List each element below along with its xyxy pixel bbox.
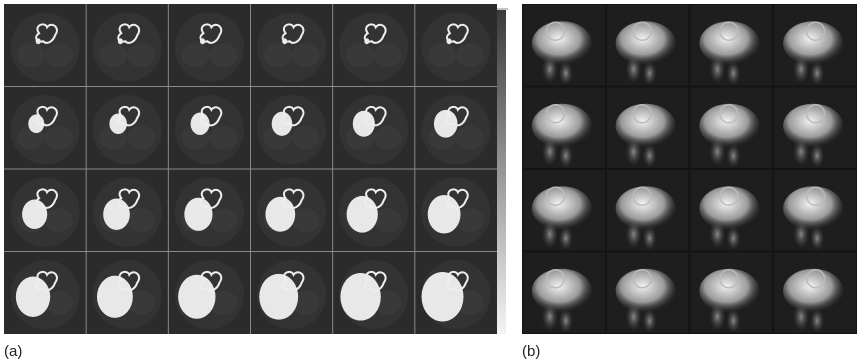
body-organ	[209, 43, 237, 67]
render-liver	[532, 269, 592, 313]
panel-label: (a)	[4, 343, 22, 360]
body-organ	[45, 43, 73, 67]
body-organ	[346, 43, 374, 67]
body-organ	[292, 208, 320, 232]
render-liver	[699, 269, 759, 313]
render-liver	[532, 21, 592, 65]
body-organ	[127, 126, 155, 150]
render-liver	[783, 21, 843, 65]
body-organ	[456, 43, 484, 67]
panel-label: (b)	[522, 343, 540, 360]
liver-seg	[184, 198, 212, 231]
body-organ	[292, 43, 320, 67]
liver-seg	[22, 199, 47, 229]
liver-seg	[428, 195, 461, 234]
liver-seg	[340, 273, 380, 321]
body-organ	[374, 126, 402, 150]
body-organ	[45, 126, 73, 150]
body-organ	[209, 126, 237, 150]
body-organ	[456, 126, 484, 150]
liver-seg	[103, 199, 130, 230]
liver-seg	[259, 274, 298, 320]
intensity-bar	[497, 10, 506, 334]
render-liver	[783, 186, 843, 230]
render-liver	[616, 21, 676, 65]
liver-seg	[265, 197, 295, 232]
liver-seg	[16, 277, 50, 317]
render-liver	[699, 21, 759, 65]
render-liver	[699, 186, 759, 230]
grid-a	[4, 4, 497, 334]
body-organ	[209, 208, 237, 232]
figure: (a) (b)	[0, 0, 861, 364]
body-organ	[374, 208, 402, 232]
render-liver	[783, 269, 843, 313]
body-organ	[127, 43, 155, 67]
render-liver	[783, 104, 843, 148]
render-liver	[616, 186, 676, 230]
render-liver	[616, 269, 676, 313]
body-organ	[17, 43, 45, 67]
body-organ	[127, 208, 155, 232]
body-organ	[264, 43, 292, 67]
render-liver	[699, 104, 759, 148]
render-liver	[532, 186, 592, 230]
page: (a) (b) (() => { const data = JSON.parse…	[0, 0, 861, 364]
liver-seg	[97, 276, 133, 318]
body-organ	[374, 43, 402, 67]
render-liver	[616, 104, 676, 148]
body-organ	[45, 208, 73, 232]
liver-seg	[178, 275, 215, 319]
render-liver	[532, 104, 592, 148]
body-organ	[99, 43, 127, 67]
body-organ	[292, 126, 320, 150]
liver-seg	[422, 272, 464, 321]
body-organ	[181, 43, 209, 67]
liver-seg	[347, 196, 378, 233]
body-organ	[428, 43, 456, 67]
